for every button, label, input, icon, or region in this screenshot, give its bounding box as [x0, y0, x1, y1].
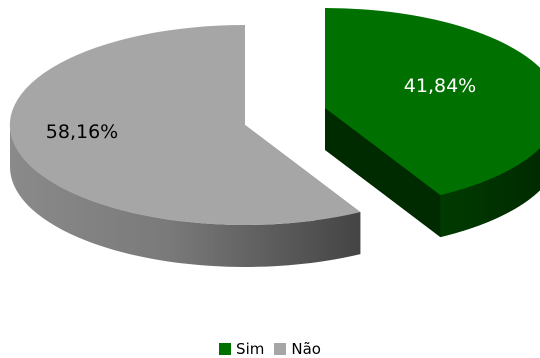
legend-item-nao: Não [274, 340, 321, 358]
legend: Sim Não [0, 340, 540, 358]
data-label-sim: 41,84% [404, 75, 476, 97]
legend-item-sim: Sim [219, 340, 264, 358]
data-label-nao: 58,16% [46, 121, 118, 143]
slice-nao-top [9, 24, 361, 225]
slice-nao-side [10, 125, 361, 267]
slice-sim-top [325, 8, 540, 196]
legend-label-nao: Não [291, 340, 321, 358]
slice-sim-rim [440, 148, 540, 238]
legend-label-sim: Sim [236, 340, 265, 358]
legend-swatch-nao [274, 343, 287, 355]
legend-swatch-sim [219, 343, 232, 355]
